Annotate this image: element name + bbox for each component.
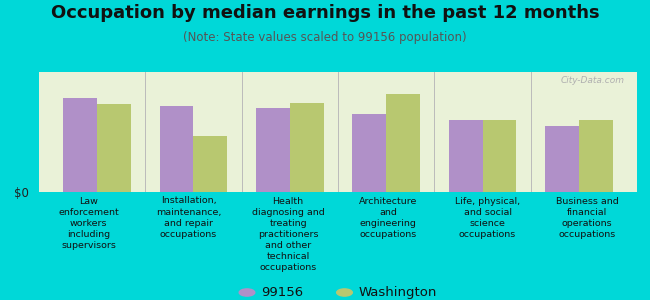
Bar bbox=[545, 126, 579, 192]
Text: Business and
financial
operations
occupations: Business and financial operations occupa… bbox=[556, 196, 619, 239]
Text: City-Data.com: City-Data.com bbox=[561, 76, 625, 85]
Bar bbox=[352, 114, 386, 192]
Text: Law
enforcement
workers
including
supervisors: Law enforcement workers including superv… bbox=[58, 196, 119, 250]
Bar bbox=[483, 120, 517, 192]
Bar bbox=[97, 104, 131, 192]
Text: Architecture
and
engineering
occupations: Architecture and engineering occupations bbox=[359, 196, 417, 239]
Bar bbox=[193, 136, 227, 192]
Bar bbox=[256, 108, 290, 192]
Text: Washington: Washington bbox=[359, 286, 437, 299]
Bar bbox=[63, 98, 97, 192]
Bar bbox=[290, 103, 324, 192]
Text: (Note: State values scaled to 99156 population): (Note: State values scaled to 99156 popu… bbox=[183, 32, 467, 44]
Bar bbox=[579, 120, 613, 192]
Text: Occupation by median earnings in the past 12 months: Occupation by median earnings in the pas… bbox=[51, 4, 599, 22]
Bar bbox=[159, 106, 193, 192]
Bar bbox=[449, 120, 483, 192]
Text: Health
diagnosing and
treating
practitioners
and other
technical
occupations: Health diagnosing and treating practitio… bbox=[252, 196, 324, 272]
Text: Installation,
maintenance,
and repair
occupations: Installation, maintenance, and repair oc… bbox=[156, 196, 221, 239]
Text: 99156: 99156 bbox=[261, 286, 304, 299]
Bar bbox=[386, 94, 420, 192]
Text: Life, physical,
and social
science
occupations: Life, physical, and social science occup… bbox=[455, 196, 520, 239]
